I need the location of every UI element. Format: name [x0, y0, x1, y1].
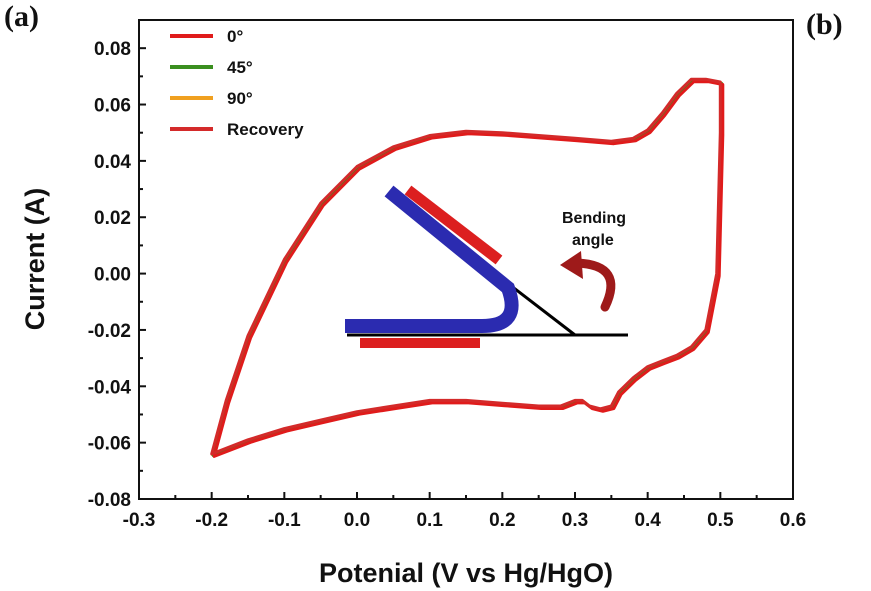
curves-layer [210, 77, 725, 458]
inset-label-line2: angle [572, 232, 614, 249]
y-tick-label: -0.06 [88, 434, 131, 455]
x-tick-label: -0.2 [195, 510, 228, 531]
x-tick-label: 0.2 [489, 510, 515, 531]
legend-label: Recovery [227, 120, 304, 139]
legend-label: 45° [227, 58, 253, 77]
legend-label: 90° [227, 89, 253, 108]
x-tick-label: 0.0 [344, 510, 370, 531]
bending-arrow-icon [572, 258, 616, 312]
y-tick-label: -0.08 [88, 490, 131, 511]
y-tick-label: 0.00 [94, 265, 131, 286]
x-axis-title: Potenial (V vs Hg/HgO) [319, 558, 613, 588]
y-tick-label: 0.08 [94, 39, 131, 60]
inset-bent-strip [345, 185, 519, 333]
panel-label-b: (b) [806, 8, 843, 41]
y-tick-label: 0.06 [94, 96, 131, 117]
inset-top-electrode [404, 185, 503, 265]
x-tick-label: 0.1 [416, 510, 443, 531]
panel-label-a: (a) [4, 0, 39, 33]
ticks-layer: -0.3 -0.2 -0.1 0.0 0.1 0.2 0.3 0.4 0.5 0.6 -0.08 -0… [88, 39, 807, 531]
x-tick-label: 0.6 [780, 510, 806, 531]
x-tick-label: -0.3 [123, 510, 156, 531]
legend: 0° 45° 90° Recovery [170, 27, 304, 139]
y-tick-label: 0.02 [94, 208, 131, 229]
x-tick-label: 0.5 [707, 510, 734, 531]
cv-series-line [210, 77, 722, 456]
bending-arrow-head-icon [560, 251, 583, 279]
bending-inset: Bending angle [345, 185, 628, 348]
x-tick-label: 0.4 [634, 510, 661, 531]
plot-frame [138, 19, 794, 500]
x-tick-label: -0.1 [268, 510, 301, 531]
x-tick-label: 0.3 [562, 510, 588, 531]
y-tick-label: 0.04 [94, 152, 131, 173]
y-tick-label: -0.04 [88, 377, 132, 398]
y-tick-label: -0.02 [88, 321, 131, 342]
legend-label: 0° [227, 27, 243, 46]
y-axis-title: Current (A) [20, 188, 50, 331]
cv-series-line [212, 80, 725, 458]
inset-label-line1: Bending [562, 210, 626, 227]
